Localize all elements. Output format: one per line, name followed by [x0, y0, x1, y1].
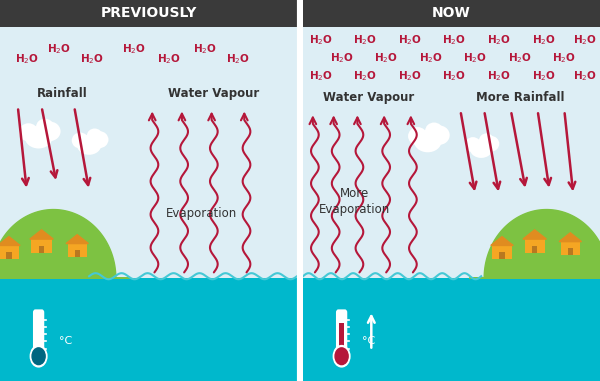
Ellipse shape [470, 139, 493, 158]
Bar [74, 250, 80, 257]
Text: H$_2$O: H$_2$O [442, 69, 466, 83]
Bar [68, 243, 87, 257]
Text: H$_2$O: H$_2$O [47, 43, 71, 56]
Text: H$_2$O: H$_2$O [398, 69, 422, 83]
Text: H$_2$O: H$_2$O [309, 69, 333, 83]
Text: H$_2$O: H$_2$O [122, 43, 146, 56]
Text: H$_2$O: H$_2$O [463, 51, 487, 65]
Ellipse shape [465, 137, 481, 152]
Text: H$_2$O: H$_2$O [309, 33, 333, 47]
Ellipse shape [19, 123, 38, 141]
Text: H$_2$O: H$_2$O [157, 52, 181, 66]
Ellipse shape [479, 133, 494, 147]
Bar [0, 0, 297, 286]
Ellipse shape [72, 133, 89, 149]
Ellipse shape [87, 128, 103, 143]
Text: Water Vapour: Water Vapour [168, 87, 259, 100]
Bar [0, 0, 297, 27]
Bar [339, 323, 344, 354]
Ellipse shape [425, 123, 443, 139]
Polygon shape [469, 210, 600, 278]
Ellipse shape [40, 122, 61, 141]
Ellipse shape [25, 126, 52, 149]
Ellipse shape [482, 136, 499, 152]
Bar [303, 278, 600, 381]
Bar [0, 278, 297, 381]
Ellipse shape [36, 119, 54, 135]
Text: °C: °C [59, 336, 72, 346]
Text: H$_2$O: H$_2$O [573, 33, 597, 47]
Bar [303, 0, 600, 27]
Text: Water Vapour: Water Vapour [323, 91, 414, 104]
Text: H$_2$O: H$_2$O [532, 69, 556, 83]
Bar [532, 246, 538, 253]
Circle shape [335, 348, 348, 365]
Bar [499, 252, 505, 259]
Text: H$_2$O: H$_2$O [553, 51, 577, 65]
Polygon shape [66, 235, 88, 243]
Text: More Rainfall: More Rainfall [476, 91, 564, 104]
Bar [0, 245, 19, 259]
Text: Evaporation: Evaporation [166, 207, 238, 220]
Ellipse shape [90, 131, 109, 148]
Text: H$_2$O: H$_2$O [329, 51, 353, 65]
FancyBboxPatch shape [36, 352, 41, 354]
Text: H$_2$O: H$_2$O [80, 52, 104, 66]
Text: H$_2$O: H$_2$O [353, 33, 377, 47]
Ellipse shape [414, 130, 442, 152]
Ellipse shape [77, 135, 101, 155]
FancyBboxPatch shape [336, 309, 347, 357]
Circle shape [32, 348, 45, 365]
Circle shape [30, 346, 47, 367]
Text: More
Evaporation: More Evaporation [319, 187, 391, 216]
Polygon shape [491, 237, 513, 245]
Polygon shape [30, 230, 53, 239]
Text: NOW: NOW [432, 6, 471, 20]
Text: Rainfall: Rainfall [37, 87, 88, 100]
Text: H$_2$O: H$_2$O [487, 33, 511, 47]
Bar [31, 239, 52, 253]
Text: H$_2$O: H$_2$O [374, 51, 398, 65]
Circle shape [333, 346, 350, 367]
Text: H$_2$O: H$_2$O [353, 69, 377, 83]
Text: H$_2$O: H$_2$O [15, 52, 39, 66]
Text: H$_2$O: H$_2$O [193, 43, 217, 56]
Text: H$_2$O: H$_2$O [442, 33, 466, 47]
FancyBboxPatch shape [33, 309, 44, 357]
Bar [303, 0, 600, 286]
Text: °C: °C [362, 336, 375, 346]
Text: H$_2$O: H$_2$O [419, 51, 443, 65]
Polygon shape [0, 237, 20, 245]
Text: H$_2$O: H$_2$O [226, 52, 250, 66]
Polygon shape [559, 233, 581, 242]
Bar [524, 239, 545, 253]
Polygon shape [523, 230, 547, 239]
Ellipse shape [428, 125, 450, 145]
Polygon shape [0, 210, 131, 278]
Text: H$_2$O: H$_2$O [573, 69, 597, 83]
Text: H$_2$O: H$_2$O [487, 69, 511, 83]
Text: H$_2$O: H$_2$O [532, 33, 556, 47]
Bar [39, 246, 44, 253]
Text: H$_2$O: H$_2$O [398, 33, 422, 47]
Bar [6, 252, 11, 259]
Ellipse shape [408, 127, 427, 145]
Bar [568, 248, 573, 255]
Text: H$_2$O: H$_2$O [508, 51, 532, 65]
Bar [493, 245, 512, 259]
Bar [560, 242, 580, 255]
Text: PREVIOUSLY: PREVIOUSLY [100, 6, 197, 20]
